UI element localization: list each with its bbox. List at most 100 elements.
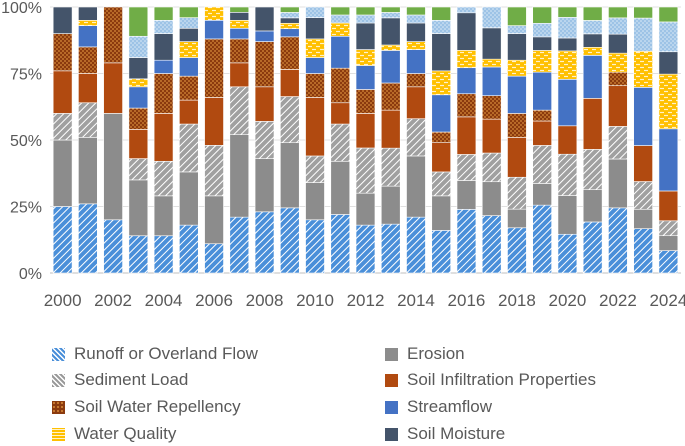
- bar-segment-runoff-or-overland-flow-2012: [355, 224, 376, 274]
- bar-segment-extra-light-blue-not-in-legend-2023: [633, 17, 653, 52]
- bar-segment-soil-moisture-2020: [557, 37, 578, 52]
- bar-segment-runoff-or-overland-flow-2011: [330, 214, 351, 274]
- bar-segment-streamflow-2010: [305, 57, 325, 74]
- bar-segment-streamflow-2021: [582, 55, 603, 99]
- bar-segment-erosion-2024: [658, 235, 679, 251]
- bar-segment-soil-moisture-2018: [507, 33, 527, 61]
- bar-segment-streamflow-2003: [128, 86, 149, 109]
- bar-segment-soil-moisture-2017: [481, 27, 502, 60]
- bar-segment-erosion-2008: [254, 158, 275, 213]
- bar-segment-runoff-or-overland-flow-2019: [532, 204, 552, 274]
- bar-segment-runoff-or-overland-flow-2018: [507, 227, 527, 274]
- bar-segment-water-quality-2005: [179, 41, 199, 58]
- bar-segment-extra-light-blue-not-in-legend-2011: [330, 14, 351, 24]
- bar-segment-soil-moisture-2016: [456, 12, 477, 51]
- bar-segment-runoff-or-overland-flow-2002: [103, 219, 123, 274]
- bar-segment-soil-infiltration-properties-2013: [380, 109, 401, 149]
- bar-segment-runoff-or-overland-flow-2015: [431, 230, 451, 274]
- bar-segment-water-quality-2023: [633, 51, 653, 88]
- bar-segment-soil-water-repellency-2009: [280, 36, 300, 70]
- bar-segment-extra-green-not-in-legend-2024: [658, 6, 679, 23]
- bar-segment-erosion-2020: [557, 195, 578, 235]
- bar-segment-soil-moisture-2000: [52, 6, 73, 34]
- bar-segment-streamflow-2009: [280, 28, 300, 38]
- x-tick-label: 2000: [44, 291, 82, 310]
- bar-segment-extra-light-blue-not-in-legend-2009: [280, 12, 300, 19]
- stacked-bar-chart: 0% 25% 50% 75% 100% 2000 2002 2004 2006 2008 2010…: [1, 0, 685, 310]
- legend-label: Streamflow: [407, 397, 493, 416]
- legend-item-sediment-load: Sediment Load: [52, 369, 188, 391]
- bar-segment-sediment-load-2021: [582, 149, 603, 190]
- bar-segment-soil-infiltration-properties-2006: [204, 97, 224, 146]
- bar-segment-sediment-load-2000: [52, 113, 73, 141]
- bar-segment-soil-moisture-2019: [532, 36, 552, 51]
- bar-segment-water-quality-2019: [532, 50, 552, 73]
- bar-segment-soil-moisture-2022: [608, 33, 628, 54]
- bar-segment-soil-water-repellency-2004: [153, 73, 174, 114]
- bar-segment-extra-green-not-in-legend-2011: [330, 6, 351, 16]
- bar-segment-water-quality-2012: [355, 49, 376, 66]
- bar-segment-soil-water-repellency-2012: [355, 89, 376, 114]
- legend-swatch-streamflow: [385, 400, 398, 414]
- bar-segment-sediment-load-2015: [431, 171, 451, 197]
- bar-segment-erosion-2002: [103, 113, 123, 221]
- bar-segment-runoff-or-overland-flow-2000: [52, 206, 73, 274]
- bar-segment-soil-infiltration-properties-2021: [582, 98, 603, 150]
- x-tick-label: 2012: [347, 291, 385, 310]
- bar-segment-soil-infiltration-properties-2022: [608, 85, 628, 127]
- bar-segment-streamflow-2015: [431, 94, 451, 133]
- bar-segment-soil-water-repellency-2002: [103, 6, 123, 64]
- bar-segment-sediment-load-2009: [280, 96, 300, 144]
- legend-swatch-soil-water-repellency: [52, 400, 65, 414]
- bar-segment-water-quality-2016: [456, 50, 477, 69]
- bar-segment-erosion-2010: [305, 182, 325, 221]
- bar-segment-runoff-or-overland-flow-2005: [179, 224, 199, 274]
- bar-segment-streamflow-2007: [229, 27, 250, 40]
- bar-segment-sediment-load-2022: [608, 126, 628, 160]
- x-tick-label: 2024: [649, 291, 685, 310]
- bar-segment-extra-green-not-in-legend-2019: [532, 6, 552, 24]
- bar-segment-streamflow-2023: [633, 87, 653, 146]
- bar-segment-erosion-2001: [78, 137, 98, 205]
- bar-segment-streamflow-2005: [179, 57, 199, 77]
- bar-segment-erosion-2005: [179, 171, 199, 226]
- legend-label: Soil Moisture: [407, 424, 506, 443]
- legend-swatch-soil-moisture: [385, 427, 398, 441]
- bar-segment-streamflow-2014: [406, 49, 426, 74]
- bar-segment-streamflow-2024: [658, 128, 679, 192]
- x-tick-label: 2008: [246, 291, 284, 310]
- bar-segment-soil-infiltration-properties-2014: [406, 86, 426, 120]
- legend-swatch-sediment-load: [52, 373, 65, 387]
- bar-segment-soil-moisture-2005: [179, 27, 199, 42]
- x-tick-label: 2006: [195, 291, 233, 310]
- bar-segment-extra-light-blue-not-in-legend-2017: [481, 6, 502, 29]
- bar-segment-soil-water-repellency-2014: [406, 73, 426, 88]
- bar-segment-soil-water-repellency-2008: [254, 41, 275, 88]
- y-tick-label: 50%: [10, 133, 42, 150]
- bar-segment-sediment-load-2014: [406, 118, 426, 157]
- x-tick-label: 2016: [448, 291, 486, 310]
- bar-segment-soil-water-repellency-2006: [204, 38, 224, 98]
- bar-segment-sediment-load-2018: [507, 176, 527, 210]
- y-tick-label: 0%: [19, 266, 42, 283]
- bar-segment-soil-water-repellency-2007: [229, 38, 250, 64]
- bar-segment-streamflow-2013: [380, 50, 401, 84]
- y-tick-label: 75%: [10, 67, 42, 84]
- legend-item-soil-water-repellency: Soil Water Repellency: [52, 396, 241, 418]
- bar-segment-erosion-2016: [456, 180, 477, 210]
- bar-segment-runoff-or-overland-flow-2024: [658, 250, 679, 274]
- bar-segment-water-quality-2021: [582, 46, 603, 56]
- bar-segment-erosion-2003: [128, 179, 149, 237]
- bar-segment-extra-green-not-in-legend-2023: [633, 6, 653, 19]
- y-tick-label: 25%: [10, 200, 42, 217]
- bar-segment-extra-light-blue-not-in-legend-2016: [456, 6, 477, 14]
- bar-segment-soil-infiltration-properties-2001: [78, 73, 98, 104]
- bar-segment-runoff-or-overland-flow-2001: [78, 203, 98, 274]
- x-tick-label: 2014: [397, 291, 435, 310]
- bar-segment-soil-infiltration-properties-2016: [456, 116, 477, 155]
- bar-segment-soil-water-repellency-2005: [179, 75, 199, 101]
- bar-segment-sediment-load-2006: [204, 145, 224, 197]
- bar-segment-erosion-2004: [153, 195, 174, 237]
- bar-segment-soil-water-repellency-2011: [330, 67, 351, 104]
- bar-segment-soil-infiltration-properties-2009: [280, 69, 300, 97]
